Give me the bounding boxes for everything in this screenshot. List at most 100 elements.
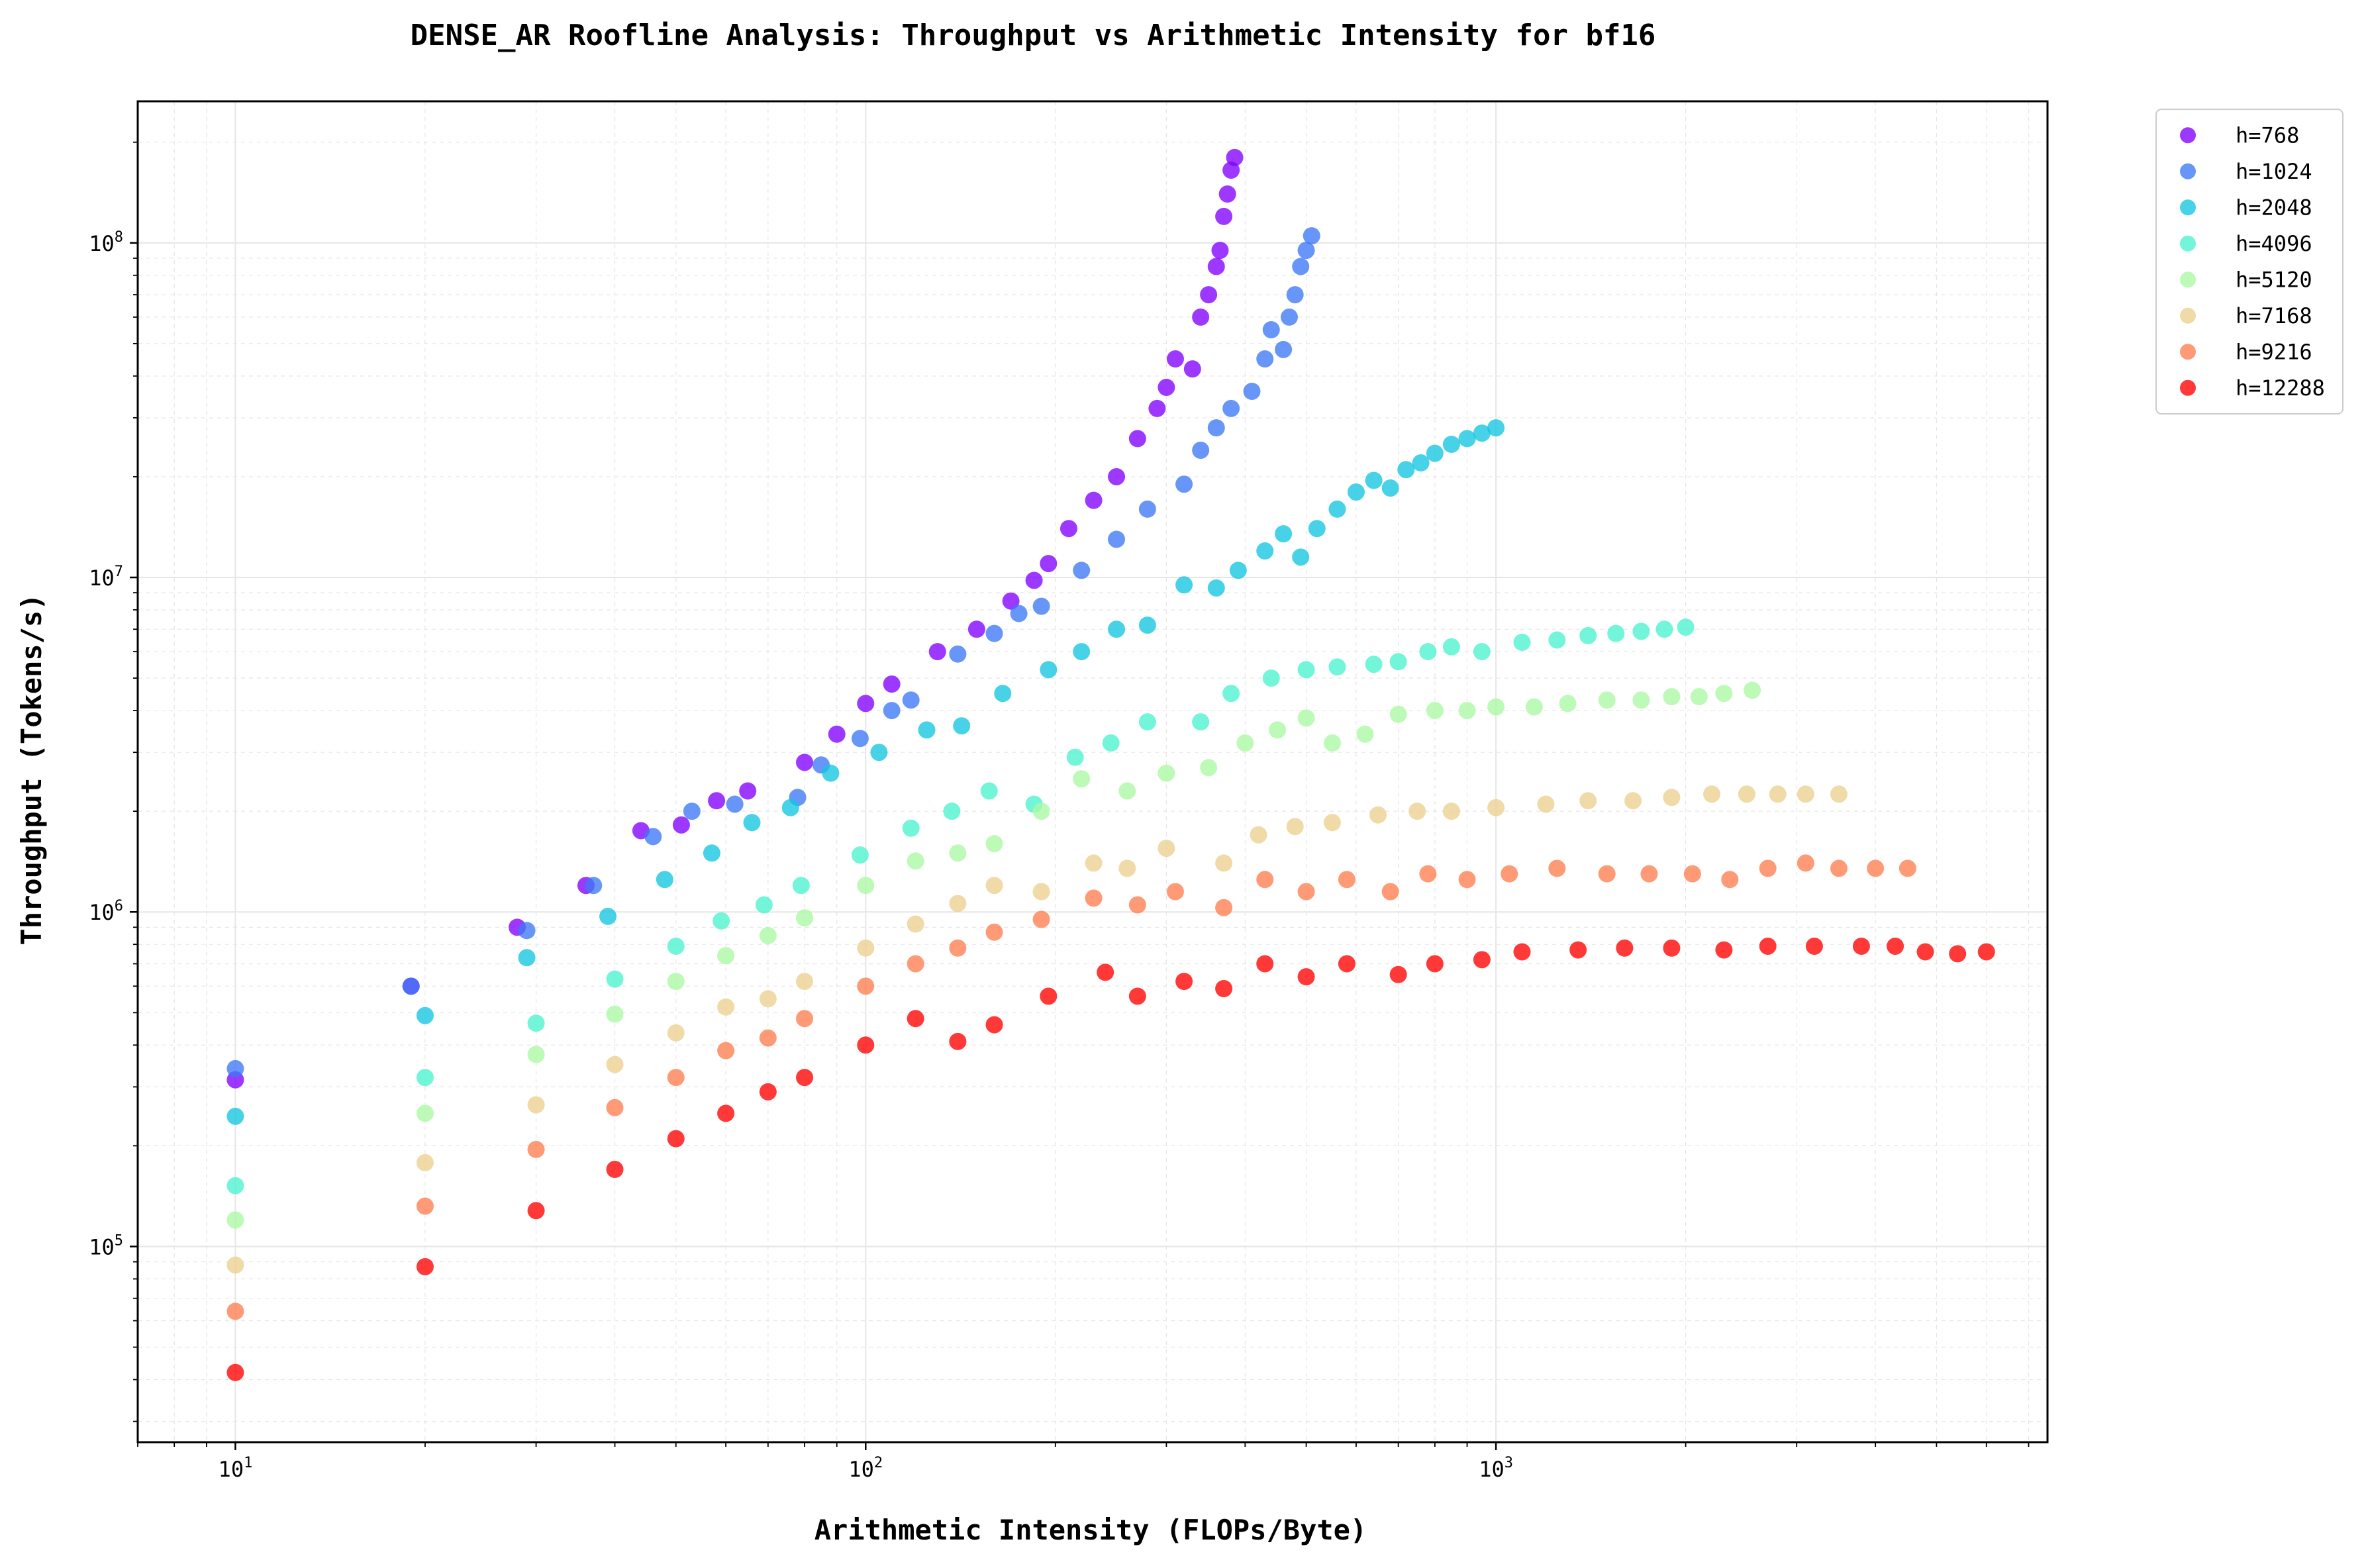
data-point [1085,491,1103,509]
data-point [943,803,961,820]
data-point [985,624,1003,642]
data-point [1663,688,1681,706]
legend-label: h=1024 [2236,159,2312,184]
data-point [1338,871,1356,889]
data-point [1292,548,1310,566]
data-point [1487,698,1505,716]
data-point [527,1046,545,1063]
data-point [713,912,730,930]
data-point [1487,799,1505,816]
data-point [1262,320,1280,338]
data-point [902,691,920,709]
data-point [416,1006,434,1024]
data-point [1703,785,1721,803]
data-point [683,803,701,820]
data-point [1269,721,1287,739]
data-point [1537,795,1555,813]
data-point [1207,419,1225,437]
legend-marker [2180,199,2196,216]
data-point [1797,785,1814,803]
data-point [1408,803,1426,820]
data-point [1977,943,1995,961]
data-point [1138,713,1156,731]
data-point [1073,770,1091,788]
data-point [402,977,420,995]
data-point [1899,859,1916,877]
data-point [1192,308,1210,326]
data-point [717,998,735,1016]
legend-label: h=4096 [2236,231,2312,256]
data-point [1200,759,1218,777]
data-point [1356,725,1374,743]
data-point [1916,943,1934,961]
data-point [907,1010,924,1028]
data-point [1222,685,1240,703]
data-point [1097,963,1114,981]
data-point [1073,562,1091,579]
data-point [1397,461,1415,479]
data-point [226,1059,244,1077]
data-point [857,939,875,957]
data-point [1256,955,1274,973]
data-point [1108,467,1126,485]
y-axis-label: Throughput (Tokens/s) [15,593,48,945]
data-point [781,799,799,816]
data-point [883,675,901,693]
y-tick-label: 108 [89,229,123,256]
data-point [857,1036,875,1054]
data-point [1323,814,1341,832]
data-point [1458,871,1476,889]
data-point [717,947,735,965]
data-point [759,1029,777,1047]
data-point [1389,965,1407,983]
plot-area-frame [136,100,2049,1444]
data-point [1256,871,1274,889]
data-point [1683,865,1701,883]
data-point [796,754,814,771]
data-point [743,814,761,832]
data-point [226,1363,244,1381]
data-point [928,643,946,661]
data-point [1579,626,1597,644]
series-h=5120 [226,681,1761,1229]
data-point [1513,943,1531,961]
legend-label: h=9216 [2236,339,2312,364]
data-point [599,907,617,925]
data-point [796,909,814,927]
data-point [1830,785,1848,803]
data-point [1275,340,1293,358]
data-point [667,973,685,991]
data-point [606,970,624,988]
data-point [1949,945,1967,963]
data-point [1128,987,1146,1005]
data-point [1175,973,1193,991]
data-point [953,717,971,735]
legend-marker [2180,127,2196,144]
data-point [985,877,1003,895]
data-point [1222,399,1240,417]
data-point [1632,691,1650,709]
legend: h=768 h=1024 h=2048 h=4096 h=5120 h=7168 h=921… [2155,109,2343,415]
data-point [1175,475,1193,493]
series-h=768 [226,148,1244,1089]
data-point [1442,638,1460,656]
data-point [416,1153,434,1171]
data-point [1128,430,1146,448]
y-tick-label: 107 [89,564,123,591]
data-point [1323,734,1341,752]
data-point [1369,806,1387,824]
data-point [1207,258,1225,275]
data-point [985,923,1003,941]
data-point [1060,520,1077,538]
data-point [606,1055,624,1073]
data-point [1215,207,1233,225]
data-point [1085,889,1103,907]
data-point [1192,441,1210,459]
data-point [1226,148,1244,166]
data-point [1256,350,1274,368]
data-point [994,685,1012,703]
data-point [1663,939,1681,957]
data-point [1040,555,1058,573]
